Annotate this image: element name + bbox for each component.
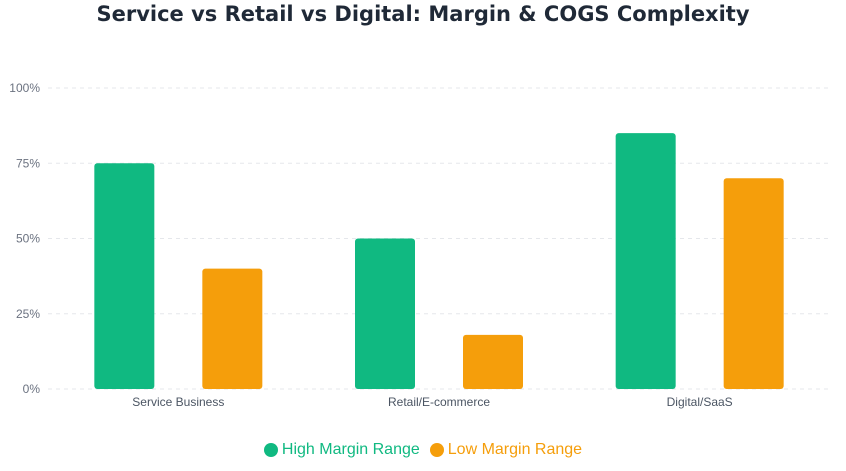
y-tick-label: 75% bbox=[16, 156, 40, 170]
y-tick-label: 25% bbox=[16, 307, 40, 321]
bar-high-margin[interactable] bbox=[615, 133, 676, 389]
y-tick-label: 50% bbox=[16, 232, 40, 246]
legend-label-high-margin: High Margin Range bbox=[281, 441, 420, 458]
legend-swatch-low-margin bbox=[429, 443, 444, 457]
x-tick-label: Retail/E-commerce bbox=[388, 395, 490, 409]
y-tick-label: 0% bbox=[23, 382, 41, 396]
y-axis: 0% 25% 50% 75% 100% bbox=[9, 81, 40, 396]
x-axis: Service Business Retail/E-commerce Digital… bbox=[132, 395, 732, 409]
bar-high-margin[interactable] bbox=[355, 238, 415, 390]
bar-high-margin[interactable] bbox=[94, 163, 155, 389]
legend-item-high-margin[interactable]: High Margin Range bbox=[263, 441, 420, 459]
y-tick-label: 100% bbox=[9, 81, 40, 95]
bar-low-margin[interactable] bbox=[463, 334, 523, 389]
bar-low-margin[interactable] bbox=[723, 178, 784, 389]
grid-lines bbox=[48, 87, 830, 390]
bars bbox=[94, 133, 784, 390]
legend: High Margin Range Low Margin Range bbox=[0, 441, 846, 459]
x-tick-label: Service Business bbox=[132, 395, 224, 409]
bar-low-margin[interactable] bbox=[202, 268, 263, 389]
legend-item-low-margin[interactable]: Low Margin Range bbox=[429, 441, 583, 459]
chart-title: Service vs Retail vs Digital: Margin & C… bbox=[96, 2, 750, 26]
x-tick-label: Digital/SaaS bbox=[667, 395, 733, 409]
legend-swatch-high-margin bbox=[263, 443, 278, 457]
legend-label-low-margin: Low Margin Range bbox=[447, 441, 583, 458]
